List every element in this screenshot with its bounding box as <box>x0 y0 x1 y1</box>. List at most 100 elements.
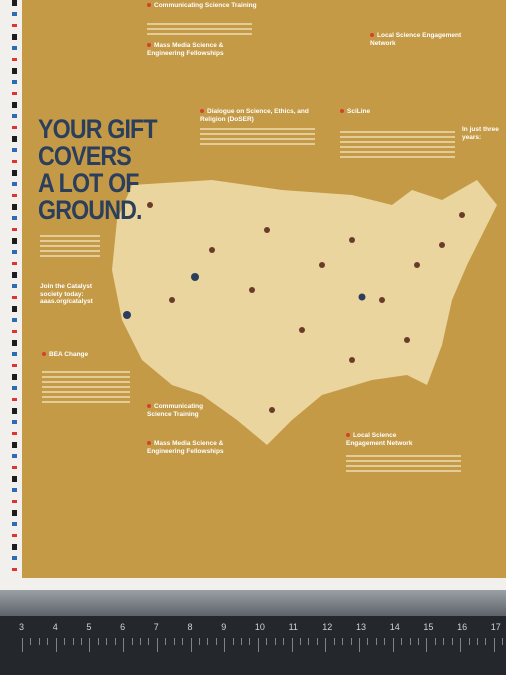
body-text <box>40 232 100 257</box>
ruler-tick <box>97 638 99 645</box>
ruler-tick <box>493 638 495 652</box>
ruler-number: 5 <box>86 622 92 632</box>
headline: A LOT OF <box>38 168 139 198</box>
ruler-tick <box>342 638 344 645</box>
ruler-tick <box>476 638 478 645</box>
ruler-tick <box>55 638 57 652</box>
headline: GROUND. <box>38 195 142 225</box>
ruler-tick <box>426 638 428 652</box>
section-label: SciLine <box>347 108 371 115</box>
ruler-tick <box>291 638 293 652</box>
ruler-tick <box>190 638 192 652</box>
ruler-tick <box>38 638 40 645</box>
ruler-number: 16 <box>457 622 468 632</box>
ruler-tick <box>468 638 470 645</box>
section-title: BEA Change <box>42 351 112 359</box>
body-text <box>200 125 315 145</box>
ruler-number: 9 <box>221 622 227 632</box>
ruler-tick <box>198 638 200 645</box>
ruler-tick <box>434 638 436 645</box>
ruler-number: 14 <box>389 622 400 632</box>
ruler-tick <box>165 638 167 645</box>
ruler-tick <box>333 638 335 645</box>
ruler: 3 4 5 6 7 8 9 10 11 12 13 14 15 16 17 <box>0 616 506 675</box>
ruler-tick <box>392 638 394 652</box>
section-title: SciLine <box>340 108 400 116</box>
section-title: Communicating Science Training <box>147 2 257 10</box>
body-text <box>42 368 130 403</box>
ruler-number: 10 <box>254 622 265 632</box>
ruler-number: 12 <box>322 622 333 632</box>
map-pins <box>147 202 465 413</box>
ruler-tick <box>106 638 108 645</box>
ruler-tick <box>283 638 285 645</box>
ruler-tick <box>316 638 318 645</box>
ruler-tick <box>173 638 175 645</box>
ruler-tick <box>257 638 259 652</box>
ruler-tick <box>224 638 226 652</box>
ruler-number: 17 <box>490 622 501 632</box>
ruler-tick <box>80 638 82 645</box>
ruler-tick <box>274 638 276 645</box>
ruler-tick <box>401 638 403 645</box>
headline: YOUR GIFT <box>38 114 158 144</box>
ruler-tick <box>249 638 251 645</box>
ruler-tick <box>384 638 386 645</box>
ruler-tick <box>182 638 184 645</box>
body-text <box>147 20 252 35</box>
ruler-tick <box>308 638 310 645</box>
ruler-tick <box>123 638 125 652</box>
ruler-tick <box>350 638 352 645</box>
ruler-tick <box>485 638 487 645</box>
callout-url: aaas.org/catalyst <box>40 298 93 305</box>
section-title: Mass Media Science & Engineering Fellows… <box>147 440 227 455</box>
us-map <box>112 180 497 445</box>
ruler-tick <box>215 638 217 645</box>
section-title: Communicating Science Training <box>147 403 217 418</box>
ruler-tick <box>367 638 369 645</box>
ruler-number: 11 <box>288 622 298 632</box>
ruler-number: 13 <box>356 622 367 632</box>
section-title: Mass Media Science & Engineering Fellows… <box>147 42 257 57</box>
ruler-tick <box>417 638 419 645</box>
ruler-tick <box>325 638 327 652</box>
section-title: Local Science Engagement Network <box>370 32 480 47</box>
sidebar-title: In just three years: <box>462 126 499 141</box>
ruler-tick <box>156 638 158 652</box>
ruler-tick <box>502 638 504 645</box>
color-bars <box>12 0 17 575</box>
section-label: Communicating Science Training <box>147 403 204 418</box>
ruler-tick <box>207 638 209 645</box>
headline: COVERS <box>38 141 132 171</box>
section-label: Mass Media Science & Engineering Fellows… <box>147 42 224 57</box>
ruler-tick <box>30 638 32 645</box>
ruler-tick <box>460 638 462 652</box>
ruler-number: 8 <box>187 622 193 632</box>
ruler-tick <box>64 638 66 645</box>
ruler-tick <box>114 638 116 645</box>
ruler-tick <box>241 638 243 645</box>
ruler-tick <box>72 638 74 645</box>
ruler-tick <box>375 638 377 645</box>
ruler-tick <box>443 638 445 645</box>
ruler-tick <box>89 638 91 652</box>
section-label: Communicating Science Training <box>154 2 257 9</box>
ruler-tick <box>451 638 453 645</box>
ruler-tick <box>47 638 49 645</box>
ruler-number: 15 <box>423 622 434 632</box>
ruler-tick <box>148 638 150 645</box>
map <box>112 180 497 445</box>
section-label: Local Science Engagement Network <box>346 432 413 447</box>
ruler-tick <box>409 638 411 645</box>
section-label: Dialogue on Science, Ethics, and Religio… <box>200 108 309 123</box>
callout-title: Join the Catalyst society today: <box>40 283 93 298</box>
body-text <box>346 452 461 472</box>
ruler-tick <box>22 638 23 652</box>
section-title: Dialogue on Science, Ethics, and Religio… <box>200 108 310 123</box>
ruler-tick <box>139 638 141 645</box>
ruler-tick <box>266 638 268 645</box>
ruler-tick <box>232 638 234 645</box>
section-title: Local Science Engagement Network <box>346 432 426 447</box>
ruler-number: 4 <box>52 622 58 632</box>
